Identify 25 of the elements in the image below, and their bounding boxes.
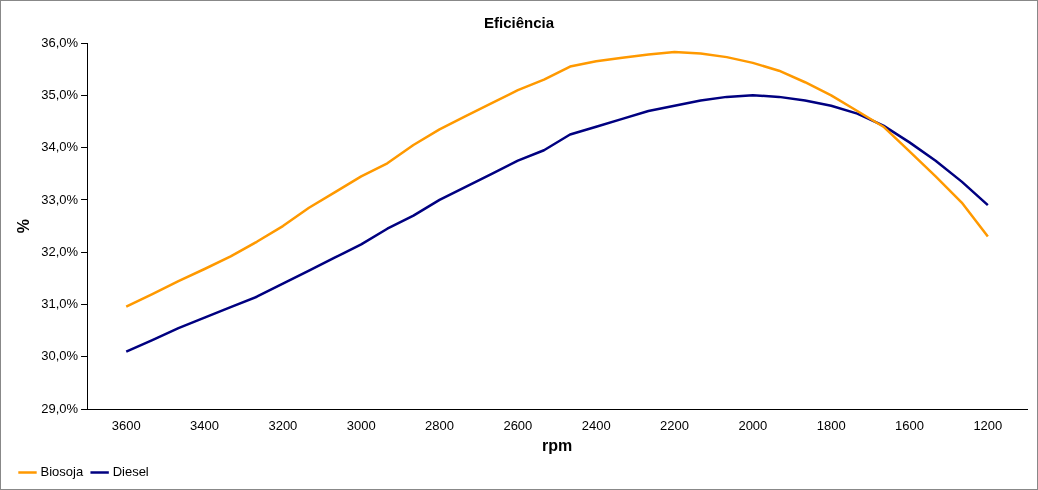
x-tick-label: 2200 (660, 417, 689, 433)
chart-title: Eficiência (483, 14, 555, 32)
x-tick-label: 2000 (738, 417, 768, 433)
x-tick-label: 2800 (425, 417, 454, 433)
x-tick-label: 1600 (895, 417, 924, 433)
x-tick-label: 2400 (581, 417, 611, 433)
x-tick-label: 3400 (190, 417, 220, 433)
legend-label: Biosoja (40, 464, 84, 480)
x-tick-label: 3000 (346, 417, 376, 433)
legend-label: Diesel (112, 464, 149, 480)
y-tick-label: 29,0% (41, 400, 79, 416)
y-tick-label: 33,0% (41, 191, 79, 207)
y-axis-title: % (15, 218, 33, 234)
y-tick-label: 30,0% (41, 348, 79, 364)
x-tick-label: 3200 (268, 417, 298, 433)
y-tick-label: 34,0% (41, 139, 79, 155)
y-tick-label: 36,0% (41, 34, 79, 50)
x-tick-label: 1800 (816, 417, 846, 433)
x-tick-label: 3600 (111, 417, 141, 433)
x-tick-label: 2600 (503, 417, 533, 433)
y-tick-label: 35,0% (41, 86, 79, 102)
y-tick-label: 31,0% (41, 296, 79, 312)
x-axis-title: rpm (541, 436, 573, 454)
x-tick-label: 1200 (973, 417, 1003, 433)
y-tick-label: 32,0% (41, 243, 79, 259)
